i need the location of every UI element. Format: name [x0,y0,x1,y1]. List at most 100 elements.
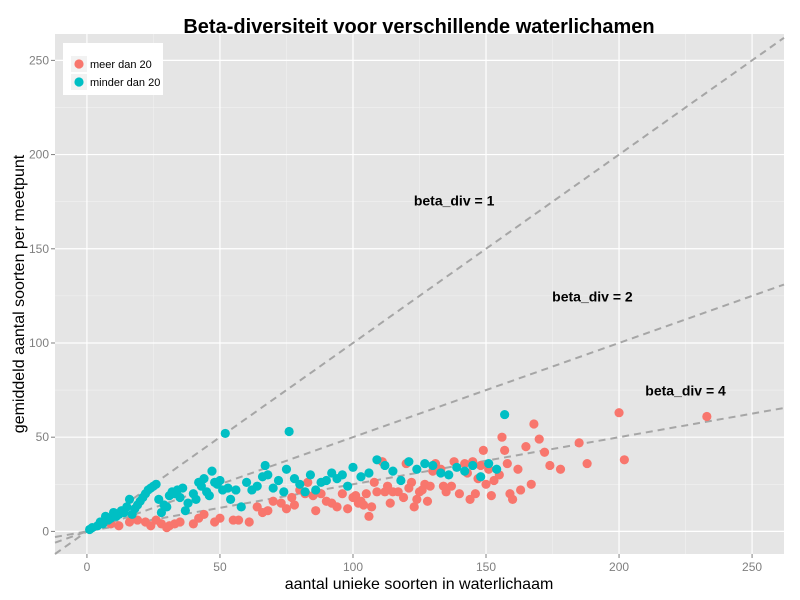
data-point-meer-dan-20 [244,517,254,527]
data-point-meer-dan-20 [574,438,584,448]
data-point-meer-dan-20 [268,496,278,506]
data-point-minder-dan-20 [162,502,172,512]
data-point-minder-dan-20 [279,487,289,497]
data-point-meer-dan-20 [263,506,273,516]
data-point-minder-dan-20 [300,487,310,497]
reference-line-label: beta_div = 1 [414,192,495,208]
y-axis-title: gemiddeld aantal soorten per meetpunt [11,154,28,433]
data-point-meer-dan-20 [619,455,629,465]
data-point-meer-dan-20 [233,515,244,525]
legend-label: meer dan 20 [90,59,152,71]
legend-label: minder dan 20 [90,77,160,89]
data-point-minder-dan-20 [311,485,321,495]
data-point-meer-dan-20 [425,481,435,491]
data-point-meer-dan-20 [337,489,347,499]
data-point-minder-dan-20 [268,483,278,493]
data-points [84,408,712,535]
data-point-meer-dan-20 [529,419,539,429]
y-tick-label: 100 [29,336,49,350]
data-point-minder-dan-20 [231,485,241,495]
data-point-minder-dan-20 [263,470,273,480]
data-point-minder-dan-20 [151,479,161,489]
data-point-meer-dan-20 [406,477,417,488]
x-tick-label: 50 [213,560,227,574]
reference-line [54,36,785,555]
data-point-minder-dan-20 [444,470,454,480]
data-point-meer-dan-20 [545,460,555,471]
data-point-minder-dan-20 [260,460,270,471]
reference-line-label: beta_div = 2 [552,289,633,305]
data-point-minder-dan-20 [305,470,316,480]
data-point-meer-dan-20 [478,445,488,455]
y-tick-label: 250 [29,53,49,67]
data-point-minder-dan-20 [241,477,252,488]
data-point-meer-dan-20 [460,458,470,469]
reference-line [54,283,785,544]
data-point-meer-dan-20 [526,479,536,489]
data-point-meer-dan-20 [287,492,297,503]
data-point-minder-dan-20 [207,466,217,476]
data-point-minder-dan-20 [191,494,201,504]
data-point-minder-dan-20 [124,494,135,504]
data-point-meer-dan-20 [582,458,592,469]
chart-title: Beta-diversiteit voor verschillende wate… [183,16,654,38]
data-point-meer-dan-20 [481,479,491,489]
data-point-minder-dan-20 [122,502,132,512]
data-point-meer-dan-20 [332,502,342,512]
data-point-minder-dan-20 [372,455,382,465]
x-tick-label: 0 [84,560,91,574]
data-point-meer-dan-20 [486,490,496,501]
data-point-meer-dan-20 [497,432,507,442]
data-point-meer-dan-20 [409,502,419,512]
data-point-meer-dan-20 [175,517,185,527]
data-point-minder-dan-20 [396,475,406,486]
legend-key-meer-dan-20 [74,59,84,69]
data-point-minder-dan-20 [199,474,209,484]
data-point-meer-dan-20 [516,485,526,495]
data-point-meer-dan-20 [614,408,624,418]
data-point-minder-dan-20 [337,470,347,480]
y-tick-label: 150 [29,242,49,256]
data-point-minder-dan-20 [436,468,446,478]
data-point-minder-dan-20 [492,464,502,474]
data-point-meer-dan-20 [281,504,292,514]
data-point-minder-dan-20 [348,462,358,472]
data-point-minder-dan-20 [460,466,470,476]
data-point-minder-dan-20 [273,475,284,486]
data-point-minder-dan-20 [180,506,190,516]
data-point-meer-dan-20 [555,464,566,474]
data-point-minder-dan-20 [178,483,188,493]
data-point-minder-dan-20 [220,428,230,439]
data-point-meer-dan-20 [422,496,433,506]
x-tick-label: 250 [742,560,762,574]
y-tick-label: 0 [42,524,49,538]
data-point-meer-dan-20 [361,489,371,499]
data-point-minder-dan-20 [500,409,510,420]
data-point-meer-dan-20 [500,445,510,455]
y-tick-label: 50 [36,430,50,444]
data-point-meer-dan-20 [412,494,422,504]
data-point-minder-dan-20 [236,502,246,512]
data-point-minder-dan-20 [321,475,331,486]
data-point-minder-dan-20 [452,462,462,472]
data-point-minder-dan-20 [364,468,374,478]
data-point-meer-dan-20 [385,498,395,508]
data-point-meer-dan-20 [521,442,531,452]
data-point-meer-dan-20 [539,447,550,457]
data-point-minder-dan-20 [183,498,193,508]
x-axis-title: aantal unieke soorten in waterlichaam [285,576,554,593]
data-point-minder-dan-20 [468,460,478,471]
data-point-meer-dan-20 [476,460,486,471]
data-point-meer-dan-20 [311,506,321,516]
y-tick-label: 200 [29,148,49,162]
data-point-meer-dan-20 [502,458,512,469]
data-point-meer-dan-20 [289,500,300,510]
data-point-meer-dan-20 [534,434,544,444]
data-point-meer-dan-20 [508,494,518,504]
data-point-meer-dan-20 [446,481,457,491]
data-point-meer-dan-20 [367,502,377,512]
data-point-meer-dan-20 [364,511,374,521]
legend: meer dan 20 minder dan 20 [63,43,163,95]
data-point-minder-dan-20 [343,481,353,491]
data-point-minder-dan-20 [428,460,438,471]
